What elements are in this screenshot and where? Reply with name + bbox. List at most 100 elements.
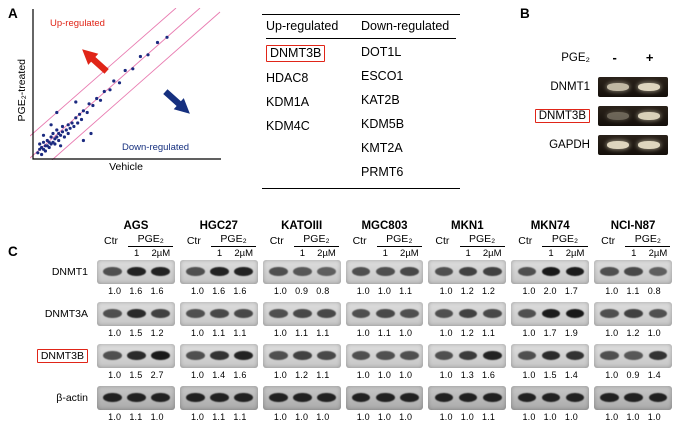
protein-band [517,351,537,360]
protein-band [624,351,644,360]
dose-labels: 1 2µM [97,247,175,260]
protein-band [434,309,454,318]
band-quantification: 1.0 1.0 1.0 [356,412,413,422]
protein-band [234,351,254,360]
pge2-label: PGE₂ [625,233,671,247]
protein-band [375,393,395,402]
protein-band [565,309,585,318]
protein-band [482,309,502,318]
band-quantification: 1.0 1.1 1.0 [356,328,413,338]
gene-table: Up-regulated Down-regulated DNMT3B HDAC8… [262,14,460,189]
protein-band [400,267,419,276]
protein-band [317,309,336,318]
protein-band [186,393,205,402]
dose-labels: 1 2µM [511,247,589,260]
cell-line-header: KATOIII [281,220,323,232]
dose-1-label: 1 [465,248,471,259]
protein-band [648,267,668,276]
protein-band [648,351,668,360]
plus-sign: + [645,50,654,65]
protein-band [103,393,122,402]
cell-line-header: AGS [123,220,149,232]
blot-image [97,302,175,326]
protein-band [317,393,336,402]
band-quantification: 1.0 1.0 1.1 [439,412,496,422]
blot-image [594,260,672,284]
blot-image [262,302,341,326]
blot-image [179,344,258,368]
up-arrow-icon [82,49,109,74]
gene-table-body: DNMT3B HDAC8 KDM1A KDM4C DOT1L ESCO1 KAT… [266,39,456,188]
band-quantification: 1.0 1.1 1.1 [191,412,247,422]
protein-band [434,393,454,402]
band-quantification: 1.0 1.5 2.7 [108,370,164,380]
panel-b-label: B [520,6,530,21]
protein-band [234,393,254,402]
gel-band [607,83,629,91]
up-regulated-annotation: Up-regulated [50,18,105,29]
protein-band [151,393,171,402]
band-quantification: 1.0 1.2 1.2 [439,286,496,296]
protein-band [517,309,537,318]
band-quantification: 1.0 2.0 1.7 [522,286,578,296]
protein-band [600,309,620,318]
protein-band [293,267,312,276]
protein-band [624,393,644,402]
down-regulated-header: Down-regulated [361,19,450,33]
pge2-label: PGE₂ [459,233,505,247]
blot-image [511,386,590,410]
protein-band [293,351,312,360]
pge2-label: PGE₂ [210,233,257,247]
gene-item: KDM4C [266,119,310,133]
protein-band [600,393,620,402]
band-quantification: 1.0 1.2 1.1 [273,370,330,380]
lane-labels: Ctr PGE₂ [428,232,506,247]
dose-2-label: 2µM [400,248,419,259]
gene-table-header: Up-regulated Down-regulated [266,15,456,39]
protein-band [541,309,561,318]
pge2-label: PGE₂ [542,233,588,247]
gene-item: HDAC8 [266,71,309,85]
protein-label-cell: DNMT3A [36,302,92,326]
band-quantification: 1.0 1.0 1.1 [356,286,413,296]
down-arrow-icon [163,89,190,114]
diagonal-line-upper [51,11,221,160]
gel-image-gapdh [598,135,668,155]
dose-2-label: 2µM [234,248,253,259]
ctr-label: Ctr [518,235,533,247]
band-quantification: 1.0 1.5 1.4 [522,370,578,380]
protein-band [151,309,171,318]
dose-2-label: 2µM [151,248,171,259]
band-quantification: 1.0 0.9 1.4 [605,370,661,380]
gel-image-dnmt1 [598,77,668,97]
ctr-label: Ctr [601,235,616,247]
protein-band [268,393,288,402]
protein-band [434,267,454,276]
band-quantification: 1.0 1.0 1.0 [356,370,413,380]
band-quantification: 1.0 1.0 1.0 [273,412,330,422]
x-axis-label: Vehicle [109,161,143,173]
ctr-label: Ctr [104,235,118,247]
dose-1-label: 1 [382,248,388,259]
blot-image [179,260,258,284]
gene-item: DOT1L [361,45,402,59]
protein-band [317,351,336,360]
protein-band [565,267,585,276]
band-quantification: 1.0 1.4 1.6 [191,370,247,380]
protein-band [482,393,502,402]
blot-image [511,302,590,326]
protein-band [186,309,205,318]
pge2-label: PGE₂ [128,233,174,247]
dose-2-label: 2µM [482,248,502,259]
lane-labels: Ctr PGE₂ [97,232,175,247]
protein-band [234,267,254,276]
protein-band [351,267,371,276]
protein-band [517,393,537,402]
protein-band [541,267,561,276]
blot-image [345,386,424,410]
blot-image [262,386,341,410]
protein-band [400,309,419,318]
blot-image [511,344,590,368]
gel-image-dnmt3b [598,106,668,126]
